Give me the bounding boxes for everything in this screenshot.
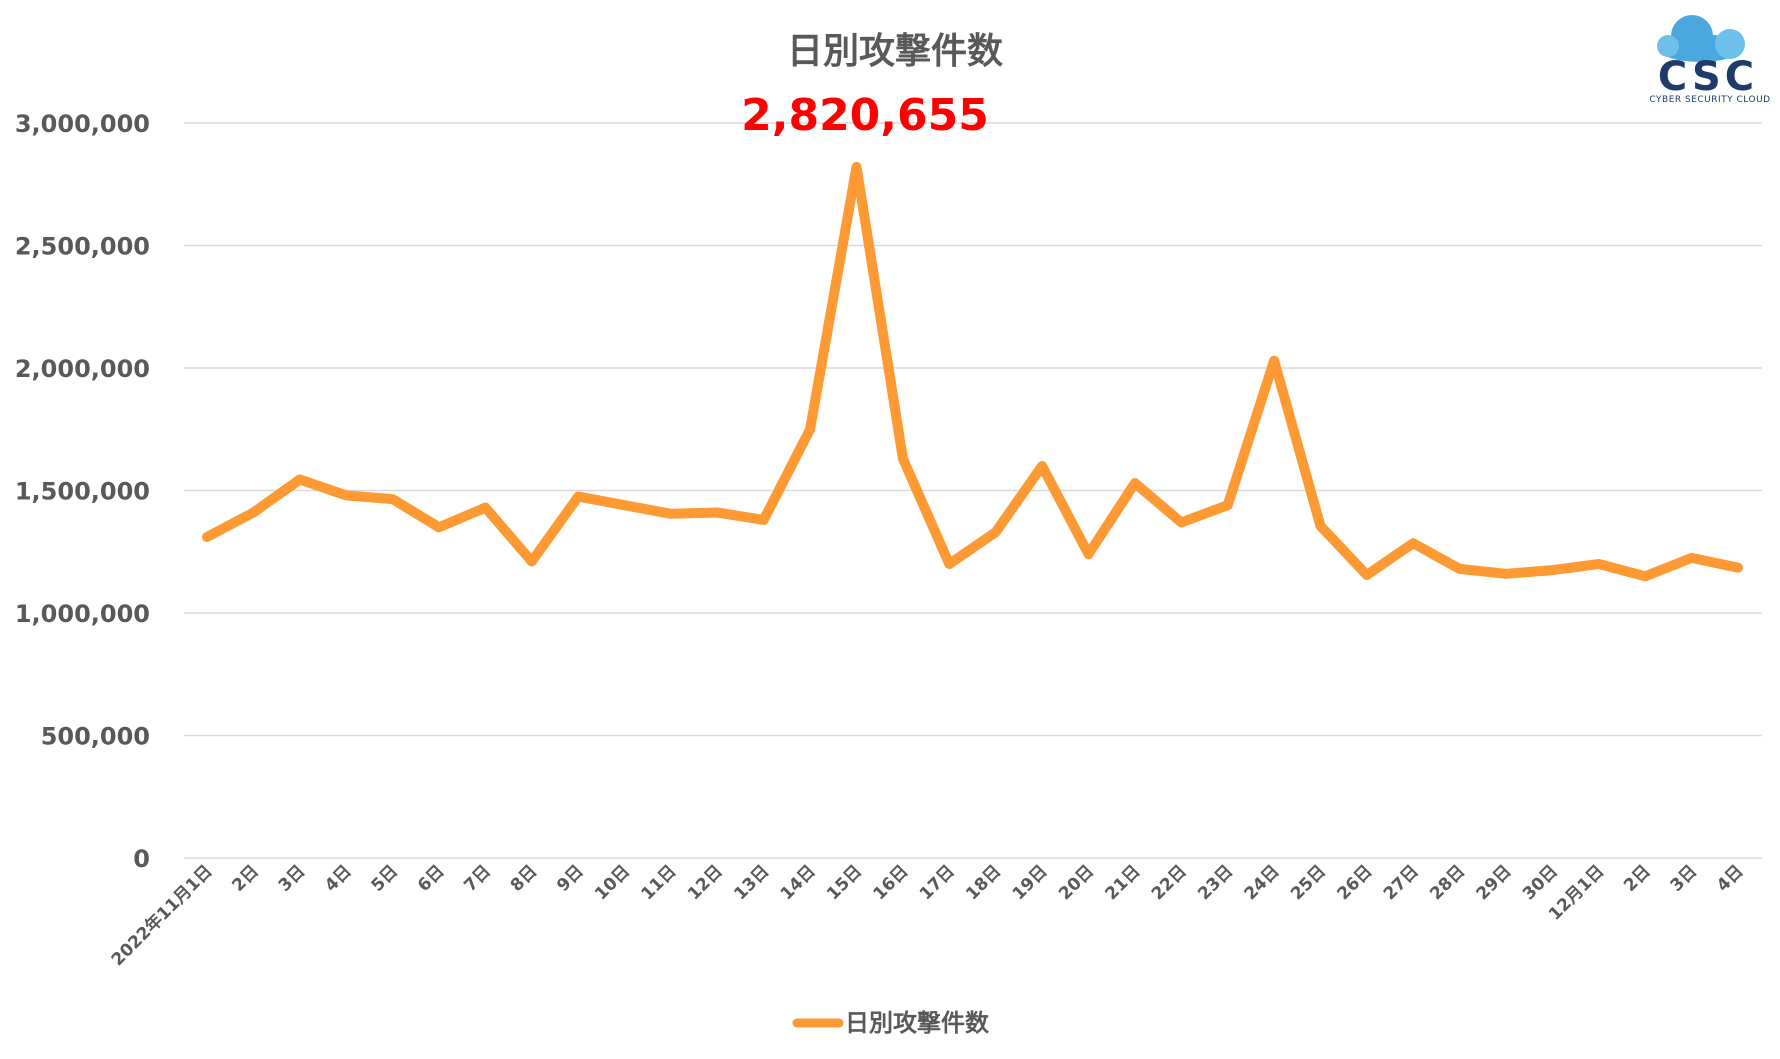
data-point xyxy=(1273,359,1276,362)
series-layer xyxy=(202,161,1743,582)
peak-annotation: 2,820,655 xyxy=(741,90,989,141)
x-tick-label: 18日 xyxy=(962,861,1005,904)
cloud-icon xyxy=(1657,15,1745,62)
x-tick-label: 22日 xyxy=(1148,861,1191,904)
logo-subtitle: CYBER SECURITY CLOUD xyxy=(1649,95,1770,105)
data-point xyxy=(206,536,208,538)
data-point xyxy=(762,518,765,521)
x-axis-ticks: 2022年11月1日 2日 3日 4日 5日 6日 7日 8日 9日 10日 11日 12日 13日 14… xyxy=(107,861,1747,970)
data-point xyxy=(484,506,487,509)
x-tick-label: 29日 xyxy=(1473,861,1516,904)
logo-text: CSC xyxy=(1658,54,1758,100)
x-tick-label: 10日 xyxy=(591,861,634,904)
data-point xyxy=(948,563,951,565)
data-point xyxy=(1551,569,1554,572)
data-point xyxy=(345,494,348,497)
data-point xyxy=(1505,572,1507,575)
data-point xyxy=(1458,567,1461,570)
data-point xyxy=(298,478,301,481)
y-tick-label: 1,500,000 xyxy=(15,478,150,506)
data-point xyxy=(391,498,394,501)
x-tick-label: 6日 xyxy=(414,861,449,896)
data-point xyxy=(1041,465,1044,467)
x-tick-label: 11日 xyxy=(638,861,681,904)
y-tick-label: 500,000 xyxy=(41,723,150,751)
data-point xyxy=(855,165,858,168)
csc-logo: CSC CYBER SECURITY CLOUD xyxy=(1649,15,1770,105)
data-point xyxy=(1319,525,1322,527)
x-tick-label: 4日 xyxy=(1713,861,1748,896)
data-point xyxy=(1365,574,1368,576)
x-tick-label: 28日 xyxy=(1426,861,1469,904)
data-point xyxy=(716,511,719,514)
x-tick-label: 2日 xyxy=(1620,861,1655,896)
x-tick-label: 19日 xyxy=(1009,861,1052,904)
x-tick-label: 12日 xyxy=(684,861,727,904)
data-point xyxy=(1087,553,1090,556)
data-point xyxy=(1737,566,1739,569)
legend: 日別攻撃件数 xyxy=(792,1009,990,1037)
data-point xyxy=(530,560,533,563)
x-tick-label: 24日 xyxy=(1241,861,1284,904)
x-tick-label: 25日 xyxy=(1287,861,1330,904)
y-axis-ticks: 0 500,000 1,000,000 1,500,000 2,000,000 2,500… xyxy=(15,110,150,873)
y-tick-label: 0 xyxy=(133,845,150,873)
y-tick-label: 2,500,000 xyxy=(15,233,150,261)
data-point xyxy=(809,428,812,431)
x-tick-label: 15日 xyxy=(823,861,866,904)
series-line xyxy=(202,161,1743,582)
x-tick-label: 20日 xyxy=(1055,861,1098,904)
x-tick-label: 3日 xyxy=(275,861,310,896)
x-tick-label: 2022年11月1日 xyxy=(107,861,216,970)
data-point xyxy=(438,526,440,529)
y-tick-label: 3,000,000 xyxy=(15,110,150,138)
data-point xyxy=(252,511,255,514)
x-tick-label: 17日 xyxy=(916,861,959,904)
x-tick-label: 3日 xyxy=(1667,861,1702,896)
data-point xyxy=(623,504,626,507)
data-point xyxy=(669,512,672,515)
data-point xyxy=(1133,482,1136,485)
x-tick-label: 14日 xyxy=(777,861,820,904)
chart-title: 日別攻撃件数 xyxy=(787,31,1003,72)
data-point xyxy=(994,531,997,534)
x-tick-label: 16日 xyxy=(870,861,913,904)
x-tick-label: 4日 xyxy=(321,861,356,896)
x-tick-label: 23日 xyxy=(1194,861,1237,904)
x-tick-label: 21日 xyxy=(1102,861,1145,904)
data-point xyxy=(1412,542,1415,545)
grid-lines xyxy=(184,122,1762,859)
x-tick-label: 13日 xyxy=(730,861,773,904)
data-point xyxy=(1597,563,1600,565)
data-point xyxy=(1180,521,1183,524)
x-tick-label: 7日 xyxy=(460,861,495,896)
x-tick-label: 9日 xyxy=(553,861,588,896)
legend-label: 日別攻撃件数 xyxy=(845,1009,990,1037)
x-tick-label: 27日 xyxy=(1380,861,1423,904)
y-tick-label: 1,000,000 xyxy=(15,600,150,628)
data-point xyxy=(577,495,580,498)
x-tick-label: 8日 xyxy=(507,861,542,896)
y-tick-label: 2,000,000 xyxy=(15,355,150,383)
x-tick-label: 26日 xyxy=(1333,861,1376,904)
data-point xyxy=(901,457,904,460)
x-tick-label: 5日 xyxy=(368,861,403,896)
data-point xyxy=(1226,504,1229,507)
x-tick-label: 30日 xyxy=(1519,861,1562,904)
x-tick-label: 2日 xyxy=(228,861,263,896)
data-point xyxy=(1644,575,1647,578)
data-point xyxy=(1690,556,1693,559)
